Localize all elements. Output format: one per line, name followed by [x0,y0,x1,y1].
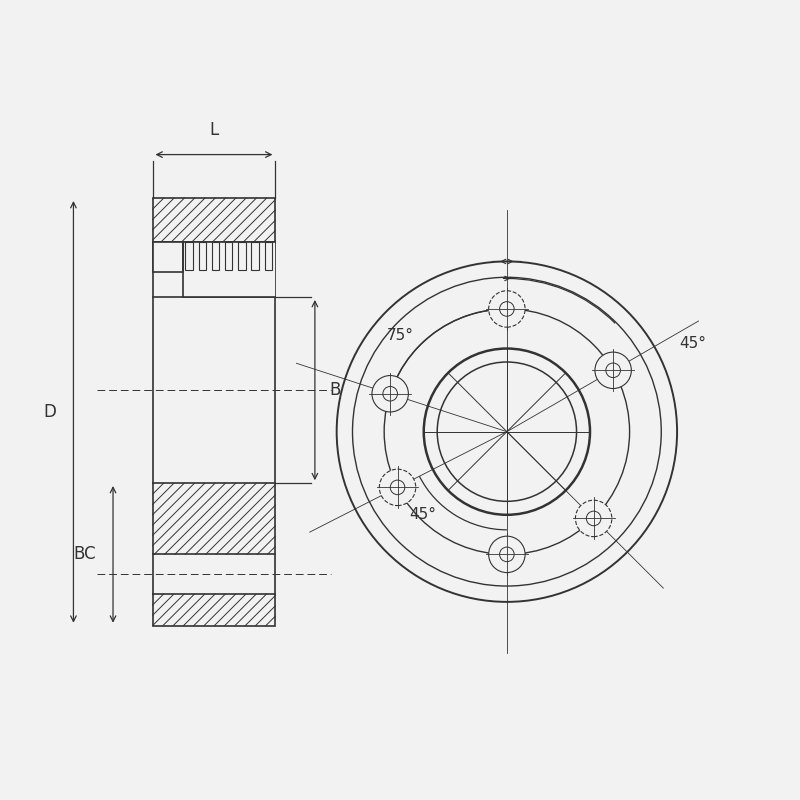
Text: B: B [329,381,341,399]
Bar [153,242,182,272]
Circle shape [595,352,631,389]
Circle shape [489,290,525,327]
Text: BC: BC [73,546,96,563]
Text: L: L [210,121,218,138]
Circle shape [575,500,612,537]
Bar [265,242,272,270]
Text: 45°: 45° [680,336,706,350]
Bar [225,242,232,270]
Bar [153,198,275,626]
Text: 45°: 45° [410,507,437,522]
Bar [251,242,258,270]
Circle shape [489,536,525,573]
Text: D: D [43,403,56,421]
Bar [212,242,219,270]
Bar [153,242,182,272]
Bar [198,242,206,270]
Circle shape [379,469,416,506]
Text: 75°: 75° [386,327,414,342]
Bar [186,242,193,270]
Bar [238,242,246,270]
Circle shape [372,375,408,412]
Bar [182,242,275,297]
